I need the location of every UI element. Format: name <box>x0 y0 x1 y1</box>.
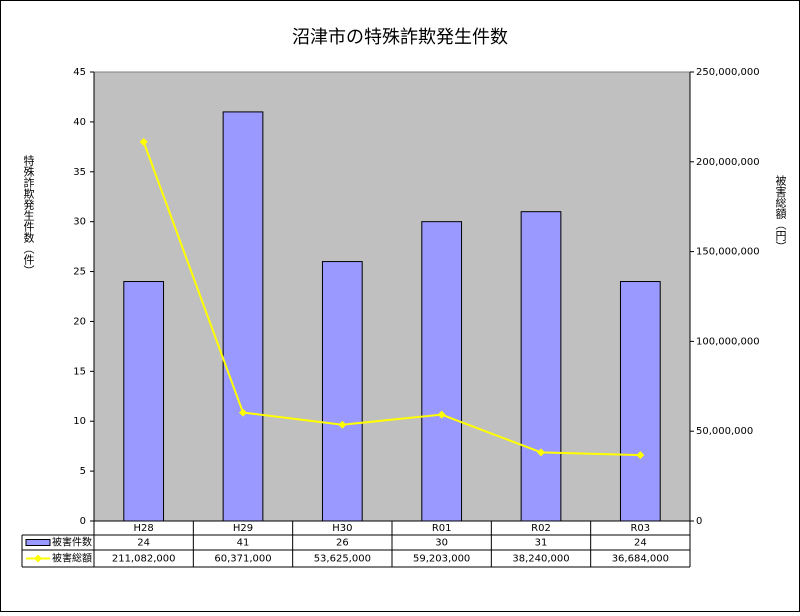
table-value: 36,684,000 <box>612 554 669 565</box>
y-tick-label: 10 <box>73 416 86 427</box>
legend-key <box>34 554 42 563</box>
x-tick-label: R02 <box>531 523 551 534</box>
y2-tick-label: 100,000,000 <box>696 336 760 347</box>
table-value: 30 <box>435 538 448 549</box>
chart-title: 沼津市の特殊詐欺発生件数 <box>292 27 508 48</box>
y2-tick-label: 150,000,000 <box>696 247 760 258</box>
bar <box>321 261 363 522</box>
x-tick-label: H28 <box>134 523 154 534</box>
line <box>142 141 641 457</box>
y2-tick-label: 250,000,000 <box>696 67 760 78</box>
y-tick-label: 35 <box>73 167 86 178</box>
table-value: 60,371,000 <box>214 554 271 565</box>
legend-key <box>25 539 51 546</box>
x-tick-label: H29 <box>233 523 253 534</box>
y2-tick-label: 0 <box>696 516 702 527</box>
table-value: 24 <box>634 538 647 549</box>
bar <box>421 221 463 522</box>
plot-area <box>93 71 691 522</box>
table-value: 38,240,000 <box>512 554 569 565</box>
y-tick-label: 15 <box>73 366 86 377</box>
x-tick-label: H30 <box>332 523 352 534</box>
y-tick-label: 5 <box>80 466 86 477</box>
marker <box>139 137 148 146</box>
x-tick-label: R03 <box>630 523 650 534</box>
bar <box>222 111 264 522</box>
table-value: 41 <box>237 538 250 549</box>
table-value: 24 <box>137 538 150 549</box>
marker <box>437 410 446 419</box>
bar <box>520 211 562 522</box>
marker <box>537 448 545 457</box>
table-value: 31 <box>535 538 548 549</box>
y-tick-label: 25 <box>73 267 86 278</box>
y-tick-label: 45 <box>73 67 86 78</box>
bar <box>123 281 165 522</box>
x-tick-label: R01 <box>432 523 452 534</box>
y-tick-label: 20 <box>73 316 86 327</box>
marker <box>338 420 347 429</box>
y2-axis-title: 被害総額（円） <box>774 175 787 252</box>
y2-tick-label: 50,000,000 <box>696 426 753 437</box>
y-tick-label: 30 <box>73 217 86 228</box>
table-value: 59,203,000 <box>413 554 470 565</box>
legend-label: 被害総額 <box>52 552 92 565</box>
table-value: 211,082,000 <box>112 554 176 565</box>
y-tick-label: 40 <box>73 117 86 128</box>
marker <box>636 451 645 460</box>
y2-tick-label: 200,000,000 <box>696 157 760 168</box>
bar <box>619 281 661 522</box>
legend-label: 被害件数 <box>52 536 92 549</box>
y-axis-title: 特殊詐欺発生件数（件） <box>22 154 35 276</box>
y-tick-label: 0 <box>80 516 86 527</box>
table-value: 26 <box>336 538 349 549</box>
marker <box>239 408 247 417</box>
table-value: 53,625,000 <box>314 554 371 565</box>
